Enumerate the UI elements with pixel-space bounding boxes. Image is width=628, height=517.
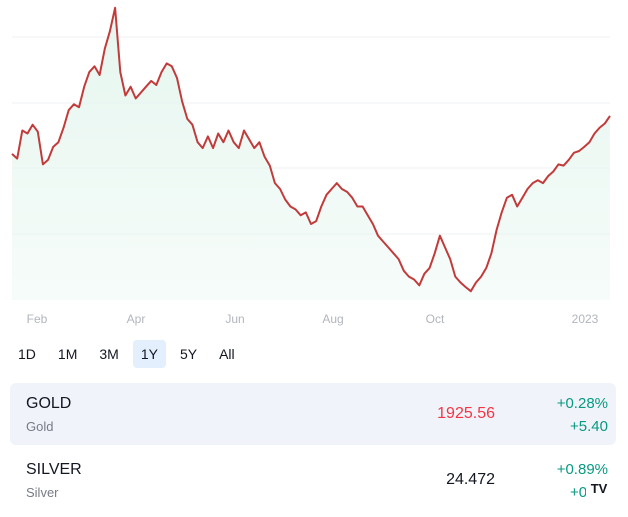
x-tick-label: 2023 (572, 312, 599, 326)
symbol-description: Gold (26, 419, 54, 434)
symbol-description: Silver (26, 485, 59, 500)
range-1y-button[interactable]: 1Y (132, 340, 166, 368)
symbol-name: GOLD (26, 395, 72, 412)
symbol-price: 24.472 (446, 471, 495, 488)
range-selector: 1D 1M 3M 1Y 5Y All (10, 338, 243, 370)
x-tick-label: Jun (225, 312, 244, 326)
range-1m-button[interactable]: 1M (50, 340, 85, 368)
tv-logo-text: TV (590, 480, 608, 496)
tv-logo-icon[interactable]: TV (586, 477, 612, 499)
symbol-change-percent: +0.28% (556, 395, 608, 412)
symbol-row-silver[interactable]: SILVER Silver 24.472 +0.89% +0.21 TV (10, 449, 616, 511)
chart-svg[interactable]: Feb Apr Jun Aug Oct 2023 (0, 0, 628, 335)
price-chart[interactable]: Feb Apr Jun Aug Oct 2023 (0, 0, 628, 335)
symbol-name: SILVER (26, 461, 82, 478)
x-tick-label: Feb (27, 312, 48, 326)
range-all-button[interactable]: All (211, 340, 243, 368)
x-tick-label: Oct (426, 312, 445, 326)
symbol-change-percent: +0.89% (556, 461, 608, 478)
x-tick-label: Aug (322, 312, 343, 326)
symbol-row-gold[interactable]: GOLD Gold 1925.56 +0.28% +5.40 (10, 383, 616, 445)
range-1d-button[interactable]: 1D (10, 340, 44, 368)
symbol-price: 1925.56 (437, 405, 495, 422)
range-5y-button[interactable]: 5Y (172, 340, 205, 368)
range-3m-button[interactable]: 3M (91, 340, 126, 368)
x-tick-label: Apr (127, 312, 146, 326)
price-line (11, 6, 611, 293)
symbol-change-value: +5.40 (570, 418, 608, 435)
price-area (12, 7, 610, 301)
